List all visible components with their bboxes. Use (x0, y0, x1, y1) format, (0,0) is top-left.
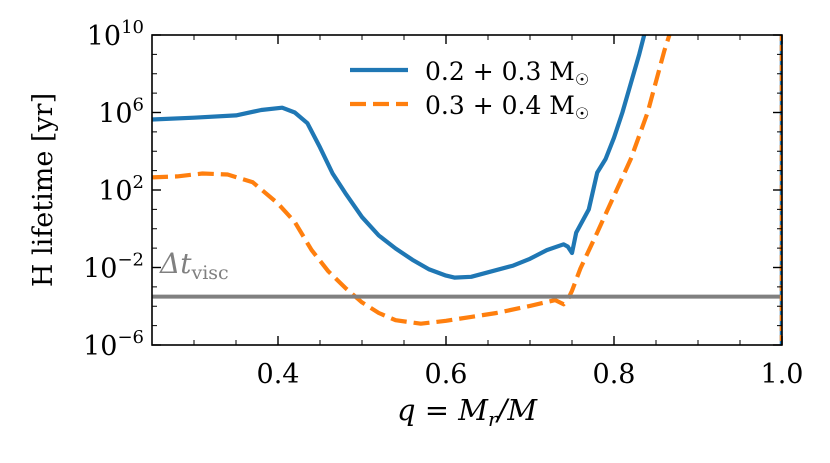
y-tick-mantissa: 10 (87, 21, 121, 52)
y-tick-label: 10−2 (83, 250, 144, 285)
y-axis-label: H lifetime [yr] (28, 93, 59, 287)
y-tick-label: 10−6 (83, 327, 144, 362)
reference-label-main: Δt (159, 247, 192, 280)
x-tick-label: 0.4 (257, 359, 300, 390)
x-axis-label: q = Mr/M (397, 393, 538, 431)
plot-background (152, 35, 782, 345)
x-tick-label: 0.6 (425, 359, 468, 390)
y-tick-mantissa: 10 (98, 176, 132, 207)
x-axis-label-sub: r (488, 407, 499, 431)
reference-label-subscript: visc (190, 262, 228, 284)
series-line-dashed (151, 34, 672, 326)
y-tick-label: 106 (98, 95, 144, 130)
legend-label-dashed: 0.3 + 0.4 M☉ (425, 91, 589, 123)
y-tick-exponent: −6 (117, 327, 144, 348)
y-tick-exponent: 6 (133, 95, 144, 116)
legend-label-solid: 0.2 + 0.3 M☉ (425, 57, 589, 89)
plot-frame (151, 34, 783, 346)
y-tick-mantissa: 10 (98, 99, 132, 130)
y-tick-exponent: 10 (121, 17, 144, 38)
y-tick-label: 102 (98, 172, 144, 207)
series-line-solid (151, 34, 647, 280)
legend-sun-symbol: ☉ (575, 104, 589, 123)
y-tick-mantissa: 10 (83, 331, 117, 362)
reference-label-text: Δtvisc (159, 247, 229, 284)
legend-sun-symbol: ☉ (575, 70, 589, 89)
y-tick-mantissa: 10 (83, 254, 117, 285)
legend: 0.2 + 0.3 M☉ 0.3 + 0.4 M☉ (350, 57, 589, 123)
y-tick-exponent: 2 (133, 172, 144, 193)
y-tick-exponent: −2 (117, 250, 144, 271)
x-tick-label: 1.0 (761, 359, 804, 390)
x-tick-label: 0.8 (593, 359, 636, 390)
y-tick-label: 1010 (87, 17, 144, 52)
reference-label: Δtvisc (159, 247, 229, 284)
